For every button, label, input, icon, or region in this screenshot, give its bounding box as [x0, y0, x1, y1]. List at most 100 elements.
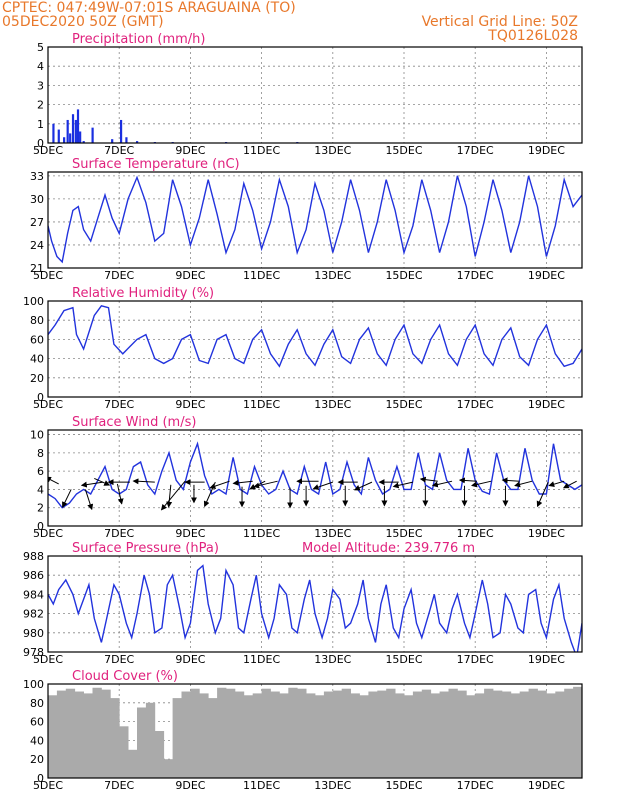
cloud-bar — [412, 691, 423, 778]
x-tick-label: 13DEC — [314, 653, 351, 666]
grid-line-note: Vertical Grid Line: 50Z — [421, 14, 578, 30]
cloud-bar — [243, 695, 254, 778]
wind-vector — [232, 479, 253, 486]
cloud-bar — [564, 688, 574, 778]
wind-vector — [84, 489, 94, 511]
y-tick-label: 0 — [37, 137, 44, 150]
precip-bar — [111, 139, 114, 143]
cloud-bar — [234, 691, 245, 778]
cloud-bar — [297, 688, 307, 778]
x-tick-label: 13DEC — [314, 779, 351, 792]
pressure-subtitle: Model Altitude: 239.776 m — [302, 541, 475, 556]
y-tick-label: 1 — [37, 118, 44, 131]
cloud-bar — [208, 698, 218, 778]
y-tick-label: 988 — [23, 550, 44, 563]
wind-vector — [419, 476, 438, 483]
wind-vector — [501, 477, 520, 484]
cloud-bar — [466, 695, 476, 778]
cloud-bar — [430, 693, 440, 778]
cloud-bar — [519, 691, 529, 778]
x-tick-label: 5DEC — [33, 144, 63, 157]
cloud-bar — [323, 691, 334, 778]
y-tick-label: 2 — [37, 502, 44, 515]
cloud-bar — [555, 691, 565, 778]
cloud-bar — [119, 726, 129, 778]
pressure-frame — [47, 555, 583, 653]
cloud-bar — [377, 690, 387, 778]
cloud-bar — [128, 749, 138, 778]
wind-vector — [514, 480, 533, 488]
cloud-panel: 0 20 40 60 80 100 5DEC 7DEC 9DEC 11DEC 13DEC 15DEC 1… — [23, 669, 583, 792]
wind-vector — [80, 481, 104, 488]
chart-header: CPTEC: 047:49W-07:01S ARAGUAINA (TO) 05D… — [0, 0, 618, 46]
cloud-bar — [341, 688, 351, 778]
x-tick-label: 17DEC — [457, 779, 494, 792]
temperature-title: Surface Temperature (nC) — [72, 157, 240, 172]
wind-vector — [203, 481, 216, 508]
cloud-bar — [83, 693, 93, 778]
y-tick-label: 20 — [30, 372, 44, 385]
y-tick-label: 6 — [37, 465, 44, 478]
x-tick-label: 7DEC — [104, 653, 134, 666]
x-tick-label: 13DEC — [314, 527, 351, 540]
cloud-bar — [48, 695, 58, 778]
x-tick-label: 13DEC — [314, 144, 351, 157]
x-tick-label: 7DEC — [104, 269, 134, 282]
humidity-title: Relative Humidity (%) — [72, 286, 214, 301]
y-tick-label: 60 — [30, 716, 44, 729]
x-tick-label: 9DEC — [175, 527, 205, 540]
cloud-bar — [217, 687, 227, 778]
wind-vector — [458, 477, 478, 484]
cloud-bar — [528, 688, 538, 778]
cloud-bar — [457, 690, 467, 778]
precip-bar — [91, 127, 94, 143]
x-tick-label: 11DEC — [243, 653, 280, 666]
y-tick-label: 30 — [30, 193, 44, 206]
pressure-title: Surface Pressure (hPa) — [72, 541, 219, 556]
cloud-bar — [199, 693, 209, 778]
wind-vector — [548, 480, 565, 488]
x-tick-label: 7DEC — [104, 398, 134, 411]
wind-vector — [94, 477, 111, 486]
wind-vector — [132, 478, 155, 485]
precip-bar — [82, 141, 85, 143]
x-tick-label: 5DEC — [33, 269, 63, 282]
x-tick-label: 5DEC — [33, 653, 63, 666]
cloud-bar — [306, 693, 316, 778]
cloud-bar — [226, 688, 236, 778]
cloud-bar — [252, 693, 262, 778]
y-tick-label: 20 — [30, 753, 44, 766]
precip-bar — [52, 123, 55, 143]
wind-vector — [562, 480, 577, 489]
cloud-bar — [137, 707, 147, 778]
cloud-bar — [101, 689, 111, 778]
cloud-bar — [350, 693, 360, 778]
precip-bar — [63, 137, 66, 143]
temperature-plot — [48, 175, 582, 264]
precip-bar — [79, 131, 82, 143]
cloud-bar — [270, 691, 280, 778]
x-tick-label: 13DEC — [314, 398, 351, 411]
x-tick-label: 17DEC — [457, 527, 494, 540]
cloud-bar — [573, 686, 582, 778]
y-tick-label: 33 — [30, 170, 44, 183]
wind-vector — [48, 476, 59, 485]
cloud-bar — [74, 691, 84, 778]
humidity-line — [48, 305, 582, 368]
x-tick-label: 11DEC — [243, 144, 280, 157]
wind-vector — [431, 480, 453, 488]
x-tick-label: 11DEC — [243, 398, 280, 411]
wind-vector — [62, 489, 72, 508]
cloud-bar — [439, 691, 449, 778]
station-title: CPTEC: 047:49W-07:01S ARAGUAINA (TO) — [2, 0, 296, 16]
wind-vector — [116, 483, 124, 505]
precip-bar — [57, 129, 60, 143]
cloud-bar — [404, 695, 414, 778]
precip-bar — [119, 119, 123, 143]
y-tick-label: 4 — [37, 483, 44, 496]
wind-vector — [536, 481, 549, 508]
x-tick-label: 11DEC — [243, 269, 280, 282]
x-tick-label: 19DEC — [528, 779, 565, 792]
cloud-bar — [65, 688, 76, 778]
wind-vector — [209, 480, 230, 490]
